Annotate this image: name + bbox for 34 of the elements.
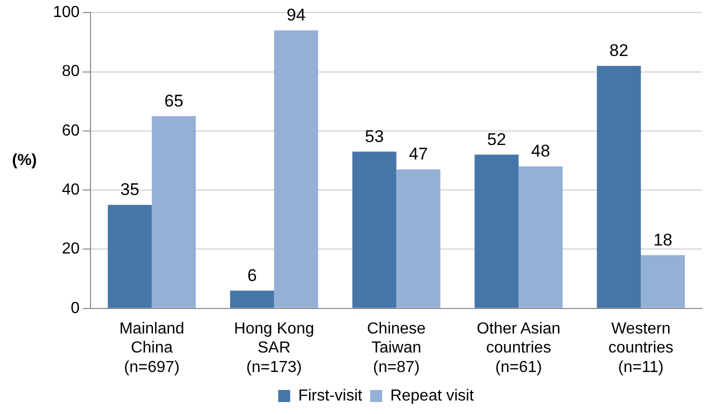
bar bbox=[396, 169, 440, 308]
data-label: 53 bbox=[364, 126, 384, 146]
data-label: 48 bbox=[531, 142, 550, 161]
data-label: 47 bbox=[408, 144, 428, 164]
data-label: 6 bbox=[247, 266, 257, 285]
bar bbox=[352, 152, 396, 308]
x-tick-label: Hong Kong SAR (n=173) bbox=[234, 320, 314, 376]
bar bbox=[518, 166, 563, 308]
bar bbox=[274, 30, 318, 308]
x-tick-label: Other Asian countries (n=61) bbox=[476, 320, 560, 376]
y-axis-title: (%) bbox=[12, 152, 37, 169]
data-label: 82 bbox=[609, 41, 628, 60]
x-tick-label: Western countries (n=11) bbox=[608, 320, 674, 376]
y-tick-label: 0 bbox=[70, 300, 80, 317]
data-label: 52 bbox=[487, 130, 506, 149]
bar bbox=[596, 66, 641, 308]
legend-label: Repeat visit bbox=[390, 387, 474, 404]
y-tick-label: 100 bbox=[52, 4, 80, 22]
x-tick-label: Chinese Taiwan (n=87) bbox=[366, 320, 426, 376]
bar bbox=[474, 154, 519, 308]
legend-label: First-visit bbox=[298, 387, 363, 404]
x-tick-label: Mainland China (n=697) bbox=[119, 320, 184, 376]
data-label: 65 bbox=[164, 91, 184, 110]
data-label: 18 bbox=[653, 230, 672, 250]
y-tick-label: 60 bbox=[62, 122, 80, 140]
y-tick-label: 20 bbox=[62, 240, 80, 258]
data-label: 35 bbox=[120, 180, 140, 200]
bar bbox=[640, 255, 685, 308]
y-tick-label: 80 bbox=[62, 63, 80, 80]
bar bbox=[108, 204, 152, 308]
bar bbox=[152, 116, 196, 308]
data-label: 94 bbox=[286, 6, 306, 25]
y-tick-label: 40 bbox=[62, 181, 80, 198]
bar bbox=[230, 290, 274, 308]
